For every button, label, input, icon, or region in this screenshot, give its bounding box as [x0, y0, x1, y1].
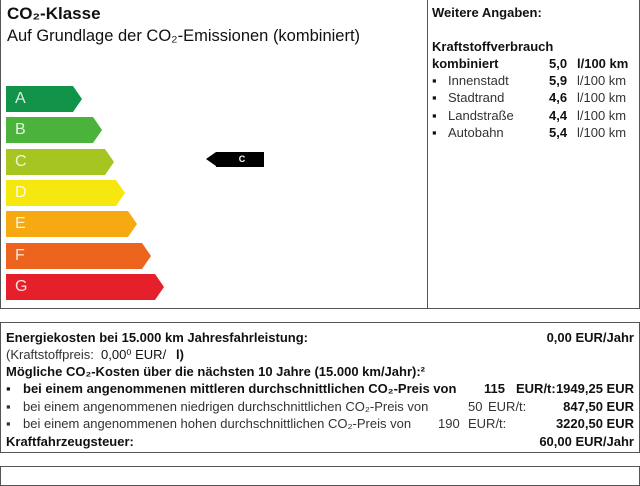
fuel-price-row: (Kraftstoffpreis: 0,00⁰ EUR/ l) — [6, 347, 634, 365]
footnote-panel — [0, 466, 640, 486]
value: 5,9 — [549, 73, 568, 88]
co2-scenario-row: ▪ bei einem angenommenen mittleren durch… — [6, 381, 634, 399]
bullet-icon: ▪ — [6, 416, 11, 431]
energy-costs-label: Energiekosten bei 15.000 km Jahresfahrle… — [6, 330, 309, 345]
label: Innenstadt — [448, 73, 509, 88]
bullet-icon: ▪ — [6, 381, 11, 396]
scenario-label: bei einem angenommenen mittleren durchsc… — [23, 381, 457, 396]
scenario-label: bei einem angenommenen hohen durchschnit… — [23, 416, 412, 431]
tax-row: Kraftfahrzeugsteuer: 60,00 EUR/Jahr — [6, 434, 634, 452]
co2-class-subtitle: Auf Grundlage der CO₂-Emissionen (kombin… — [7, 27, 361, 45]
unit: l/100 km — [577, 73, 627, 88]
fuel-price-label: (Kraftstoffpreis: — [6, 347, 94, 362]
consumption-row: ▪ Landstraße 4,4 l/100 km — [432, 108, 636, 125]
co2-class-title: CO₂-Klasse — [7, 4, 101, 23]
label: Landstraße — [448, 107, 514, 123]
unit: l/100 km — [577, 56, 629, 71]
value: 4,4 — [549, 107, 568, 123]
bullet-icon: ▪ — [432, 107, 437, 123]
label: Autobahn — [448, 124, 504, 140]
co2-class-bar-c: C — [6, 148, 114, 175]
consumption-title: Kraftstoffverbrauch — [432, 39, 554, 54]
scenario-unit: EUR/t: — [516, 381, 556, 396]
scenario-value: 1949,25 EUR — [555, 381, 634, 396]
unit: l/100 km — [577, 107, 627, 123]
further-info-title: Weitere Angaben: — [432, 5, 542, 20]
further-info-panel: Weitere Angaben: Kraftstoffverbrauch kom… — [427, 0, 640, 309]
co2-class-bar-a: A — [6, 86, 82, 112]
consumption-combined: kombiniert 5,0 l/100 km — [432, 56, 636, 73]
value: 5,0 — [549, 56, 568, 71]
co2-class-bar-g: G — [6, 273, 164, 300]
scenario-price: 190 — [438, 416, 460, 431]
bullet-icon: ▪ — [6, 398, 11, 414]
energy-costs-value: 0,00 EUR/Jahr — [546, 330, 634, 345]
fuel-price-value: 0,00⁰ EUR/ — [101, 347, 167, 362]
consumption-row: ▪ Autobahn 5,4 l/100 km — [432, 125, 636, 142]
co2-scenario-row: ▪ bei einem angenommenen hohen durchschn… — [6, 416, 634, 434]
co2-scenario-row: ▪ bei einem angenommenen niedrigen durch… — [6, 399, 634, 417]
label: kombiniert — [432, 56, 499, 71]
label: Stadtrand — [448, 90, 505, 106]
fuel-price-unit: l) — [176, 347, 184, 362]
bullet-icon: ▪ — [432, 73, 437, 88]
scenario-value: 3220,50 EUR — [555, 416, 634, 431]
scenario-price: 50 — [468, 398, 483, 414]
unit: l/100 km — [577, 124, 627, 140]
bullet-icon: ▪ — [432, 124, 437, 140]
co2-class-panel: CO₂-Klasse Auf Grundlage der CO₂-Emissio… — [0, 0, 428, 309]
value: 5,4 — [549, 124, 568, 140]
current-class-marker: C — [206, 152, 264, 167]
scenario-price: 115 — [484, 381, 505, 396]
unit: l/100 km — [577, 90, 627, 106]
co2-class-bar-f: F — [6, 242, 151, 269]
scenario-unit: EUR/t: — [488, 398, 527, 414]
tax-value: 60,00 EUR/Jahr — [539, 434, 634, 449]
co2-class-bar-d: D — [6, 179, 125, 206]
bullet-icon: ▪ — [432, 90, 437, 106]
consumption-row: ▪ Innenstadt 5,9 l/100 km — [432, 73, 636, 90]
co2-costs-label: Mögliche CO₂-Kosten über die nächsten 10… — [6, 364, 426, 379]
scenario-value: 847,50 EUR — [563, 398, 634, 414]
costs-panel: Energiekosten bei 15.000 km Jahresfahrle… — [0, 322, 640, 453]
co2-class-bar-b: B — [6, 117, 102, 144]
value: 4,6 — [549, 90, 568, 106]
consumption-row: ▪ Stadtrand 4,6 l/100 km — [432, 90, 636, 107]
scenario-unit: EUR/t: — [468, 416, 507, 431]
energy-costs-row: Energiekosten bei 15.000 km Jahresfahrle… — [6, 330, 634, 348]
tax-label: Kraftfahrzeugsteuer: — [6, 434, 134, 449]
co2-class-bar-e: E — [6, 211, 137, 238]
scenario-label: bei einem angenommenen niedrigen durchsc… — [23, 398, 429, 414]
